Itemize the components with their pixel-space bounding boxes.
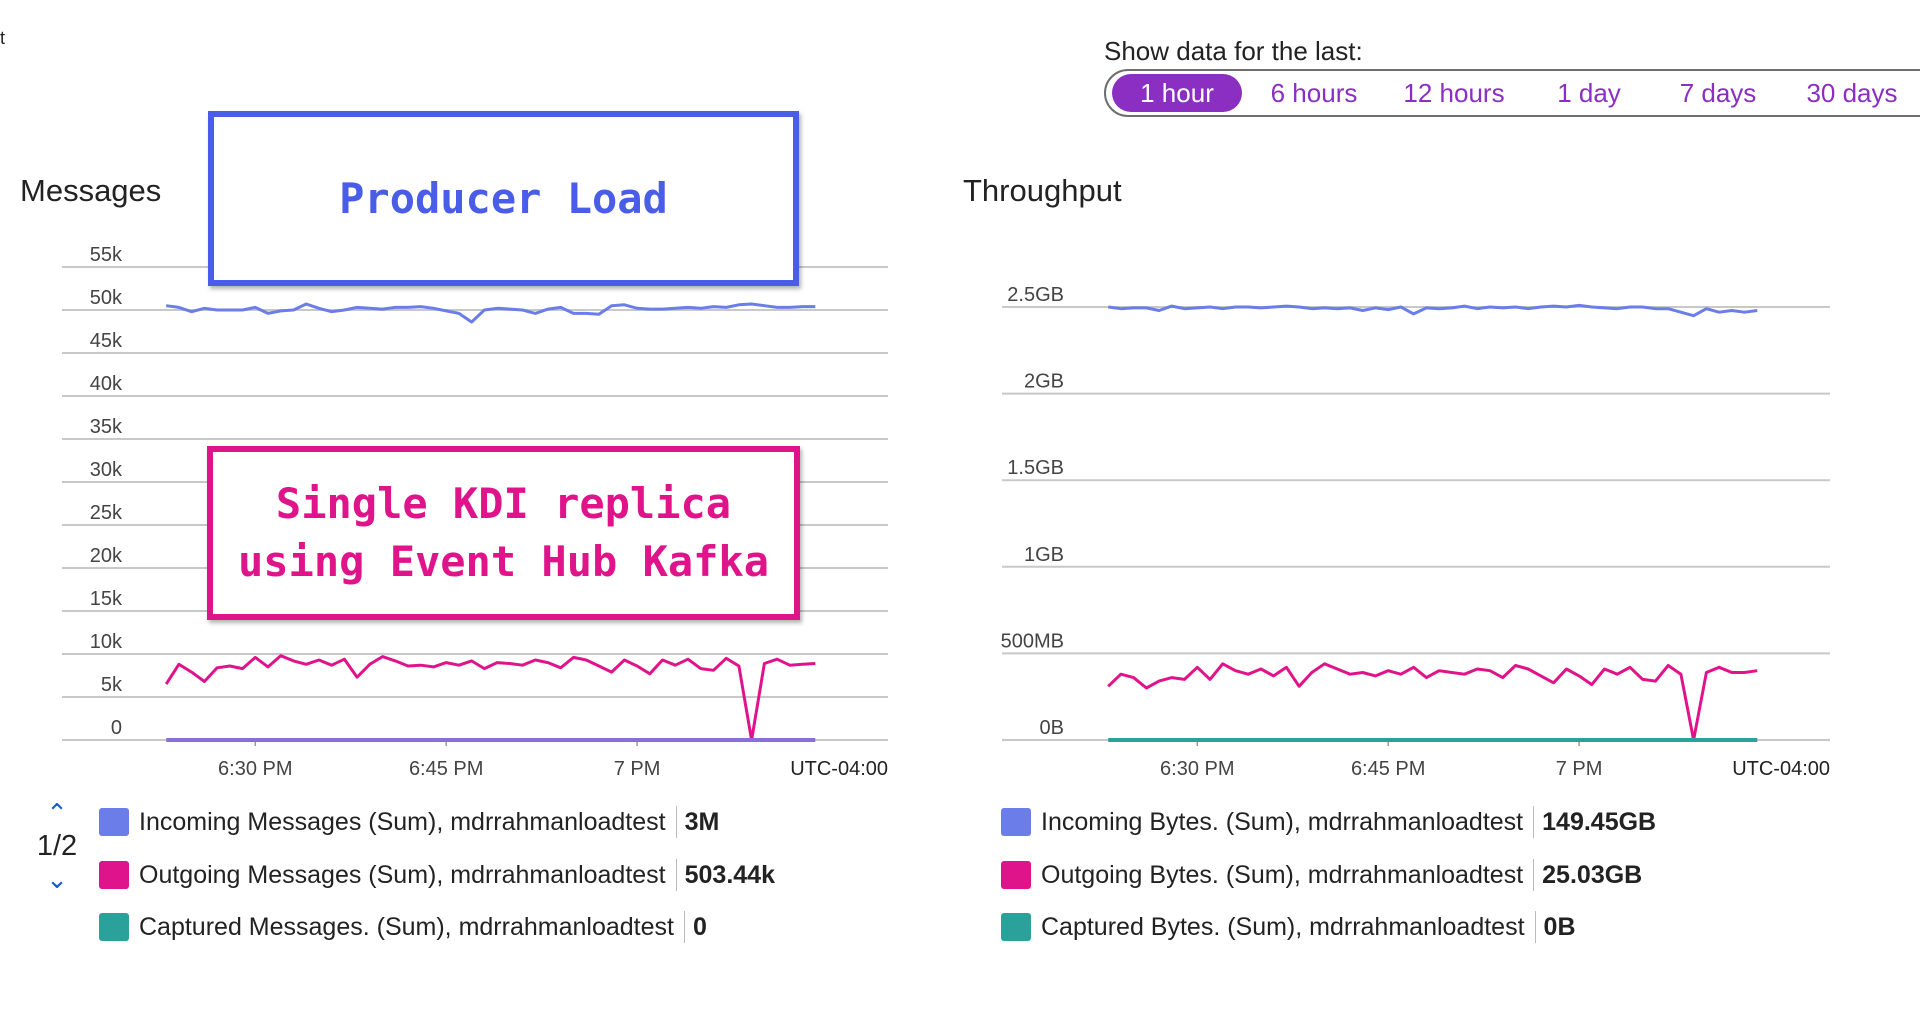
time-range-option-30-days[interactable]: 30 days (1806, 78, 1898, 108)
kdi-replica-line-1: Single KDI replica (275, 479, 732, 528)
time-range-option-6-hours[interactable]: 6 hours (1270, 78, 1358, 108)
legend-swatch-captured (1001, 913, 1031, 941)
legend-divider (1534, 911, 1536, 943)
y-tick-label: 25k (90, 502, 123, 524)
legend-divider (675, 859, 677, 891)
legend-label: Captured Bytes. (Sum), mdrrahmanloadtest (1041, 912, 1525, 941)
y-tick-label: 500MB (1001, 630, 1064, 652)
legend-item-captured-bytes[interactable]: Captured Bytes. (Sum), mdrrahmanloadtest… (1001, 907, 1576, 947)
legend-divider (1533, 806, 1535, 838)
y-tick-label: 1GB (1024, 544, 1064, 566)
chevron-up-icon[interactable]: ⌃ (46, 798, 68, 828)
legend-value: 149.45GB (1542, 807, 1657, 836)
legend-value: 503.44k (684, 860, 775, 889)
legend-label: Incoming Messages (Sum), mdrrahmanloadte… (139, 807, 666, 836)
timezone-label: UTC-04:00 (1732, 758, 1830, 780)
legend-value: 0B (1543, 912, 1576, 941)
y-tick-label: 15k (90, 588, 123, 610)
legend-divider (675, 806, 677, 838)
legend-item-outgoing-bytes[interactable]: Outgoing Bytes. (Sum), mdrrahmanloadtest… (1001, 855, 1642, 895)
x-tick-label: 7 PM (1556, 758, 1603, 780)
legend-item-incoming-bytes[interactable]: Incoming Bytes. (Sum), mdrrahmanloadtest… (1001, 802, 1656, 842)
x-tick-label: 6:45 PM (409, 758, 483, 780)
legend-item-outgoing-messages[interactable]: Outgoing Messages (Sum), mdrrahmanloadte… (99, 855, 775, 895)
time-range-option-1-day[interactable]: 1 day (1557, 78, 1621, 108)
legend-divider (683, 911, 685, 943)
time-range-option-12-hours[interactable]: 12 hours (1403, 78, 1505, 108)
time-range-option-1-hour[interactable]: 1 hour (1112, 74, 1242, 112)
y-tick-label: 10k (90, 631, 123, 653)
legend-swatch-incoming (99, 808, 129, 836)
y-tick-label: 45k (90, 330, 123, 352)
legend-label: Captured Messages. (Sum), mdrrahmanloadt… (139, 912, 674, 941)
y-tick-label: 2GB (1024, 371, 1064, 393)
legend-swatch-incoming (1001, 808, 1031, 836)
x-tick-label: 7 PM (614, 758, 661, 780)
y-tick-label: 5k (101, 674, 123, 696)
corner-text: t (0, 28, 6, 48)
series-line-incoming[interactable] (1108, 303, 1758, 318)
x-tick-label: 6:45 PM (1351, 758, 1425, 780)
time-range-picker: 1 hour 6 hours 12 hours 1 day 7 days 30 … (1104, 69, 1920, 117)
legend-value: 25.03GB (1542, 860, 1643, 889)
y-tick-label: 0 (111, 717, 122, 739)
legend-value: 3M (684, 807, 720, 836)
y-tick-label: 50k (90, 287, 123, 309)
legend-page-indicator: 1/2 (36, 830, 78, 862)
legend-pager: ⌃ 1/2 ⌄ (32, 800, 82, 892)
series-line-outgoing[interactable] (164, 654, 816, 742)
legend-swatch-captured (99, 913, 129, 941)
time-range-option-7-days[interactable]: 7 days (1679, 78, 1757, 108)
series-line-outgoing[interactable] (1107, 662, 1758, 742)
throughput-chart-title: Throughput (963, 173, 1122, 208)
x-tick-label: 6:30 PM (1160, 758, 1234, 780)
legend-divider (1533, 859, 1535, 891)
legend-value: 0 (692, 912, 707, 941)
y-tick-label: 30k (90, 459, 123, 481)
timezone-label: UTC-04:00 (790, 758, 888, 780)
legend-label: Outgoing Messages (Sum), mdrrahmanloadte… (139, 860, 666, 889)
legend-item-incoming-messages[interactable]: Incoming Messages (Sum), mdrrahmanloadte… (99, 802, 719, 842)
producer-load-annotation: Producer Load (208, 111, 799, 286)
throughput-chart[interactable]: 0B 500MB 1GB 1.5GB 2GB 2.5GB 6:30 PM 6:45 PM 7 P… (940, 240, 1840, 790)
y-tick-label: 40k (90, 373, 123, 395)
time-range-label: Show data for the last: (1104, 36, 1363, 66)
y-tick-label: 0B (1040, 717, 1064, 739)
y-tick-label: 1.5GB (1007, 457, 1064, 479)
y-tick-label: 55k (90, 244, 123, 266)
messages-chart-title: Messages (20, 173, 162, 208)
y-tick-label: 20k (90, 545, 123, 567)
chevron-down-icon[interactable]: ⌄ (46, 864, 68, 894)
legend-swatch-outgoing (99, 861, 129, 889)
y-tick-label: 2.5GB (1007, 284, 1064, 306)
legend-label: Outgoing Bytes. (Sum), mdrrahmanloadtest (1041, 860, 1524, 889)
producer-load-text: Producer Load (339, 174, 668, 223)
y-tick-label: 35k (90, 416, 123, 438)
legend-item-captured-messages[interactable]: Captured Messages. (Sum), mdrrahmanloadt… (99, 907, 707, 947)
kdi-replica-annotation: Single KDI replica using Event Hub Kafka (207, 446, 800, 620)
kdi-replica-line-2: using Event Hub Kafka (237, 537, 769, 586)
x-tick-label: 6:30 PM (218, 758, 292, 780)
legend-swatch-outgoing (1001, 861, 1031, 889)
legend-label: Incoming Bytes. (Sum), mdrrahmanloadtest (1041, 807, 1524, 836)
series-line-incoming[interactable] (166, 302, 816, 324)
